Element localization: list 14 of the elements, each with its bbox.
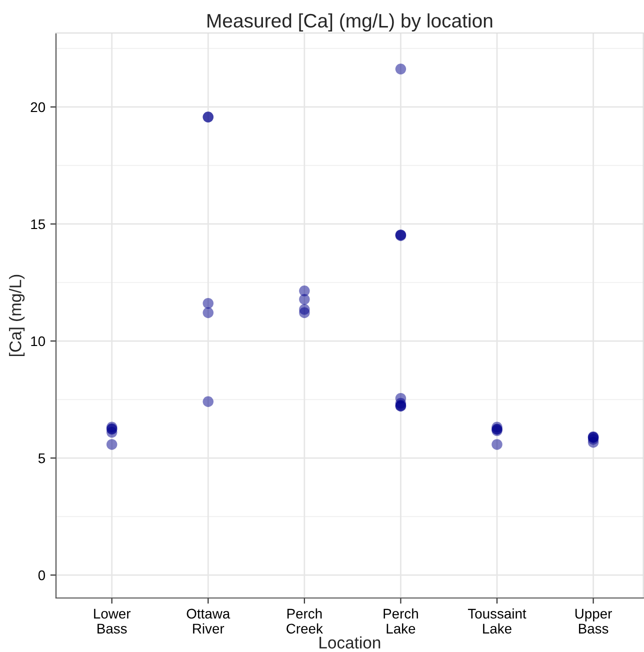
x-tick-label: Perch Lake	[384, 608, 418, 634]
y-tick-label: 5	[38, 454, 45, 464]
y-tick-label: 20	[30, 102, 46, 112]
y-tick-label: 10	[31, 336, 46, 346]
chart-title: Measured [Ca] (mg/L) by location	[208, 13, 492, 32]
y-tick-label: 0	[38, 570, 46, 580]
x-tick-label: Upper Bass	[575, 608, 612, 634]
x-axis-title: Location	[320, 636, 380, 649]
x-tick-label: Toussaint Lake	[468, 608, 526, 634]
x-tick-label: Lower Bass	[94, 608, 131, 634]
y-axis-title: [Ca] (mg/L)	[9, 274, 25, 356]
x-tick-label: Ottawa River	[186, 608, 230, 634]
x-tick-label: Perch Creek	[286, 608, 323, 634]
y-tick-label: 15	[31, 219, 46, 230]
